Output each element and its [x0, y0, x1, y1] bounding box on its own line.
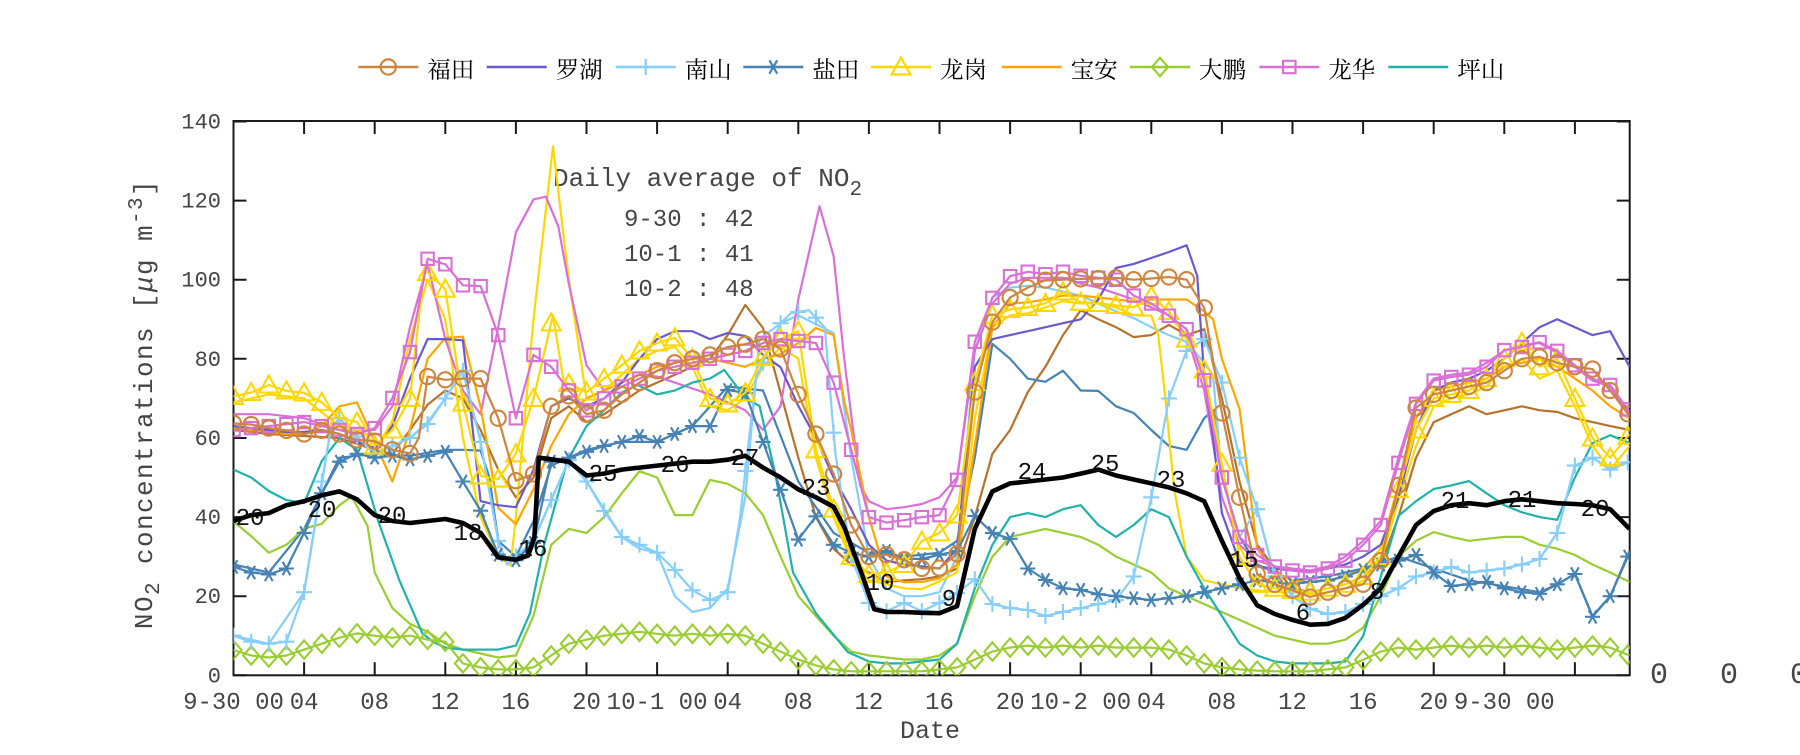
svg-text:60: 60	[195, 427, 221, 452]
svg-text:NO2 concentrations [μg m-3]: NO2 concentrations [μg m-3]	[126, 179, 166, 629]
svg-text:9-30 : 42: 9-30 : 42	[624, 207, 754, 234]
svg-text:20: 20	[236, 506, 265, 533]
svg-text:18: 18	[454, 521, 483, 548]
svg-text:16: 16	[925, 690, 954, 717]
svg-text:20: 20	[378, 504, 407, 531]
svg-text:120: 120	[181, 190, 221, 215]
svg-text:10-2 : 48: 10-2 : 48	[624, 277, 754, 304]
svg-text:6: 6	[1296, 601, 1310, 628]
svg-text:0: 0	[1790, 659, 1800, 693]
svg-text:25: 25	[589, 462, 618, 489]
svg-text:12: 12	[1278, 690, 1307, 717]
svg-text:08: 08	[1207, 690, 1236, 717]
svg-text:20: 20	[195, 585, 221, 610]
svg-text:9: 9	[942, 587, 956, 614]
svg-text:20: 20	[308, 498, 337, 525]
svg-text:20: 20	[996, 690, 1025, 717]
svg-text:15: 15	[1230, 548, 1259, 575]
svg-text:100: 100	[181, 269, 221, 294]
svg-text:23: 23	[1157, 468, 1186, 495]
svg-text:08: 08	[360, 690, 389, 717]
svg-text:04: 04	[713, 690, 742, 717]
svg-text:0: 0	[1650, 659, 1668, 693]
svg-text:12: 12	[431, 690, 460, 717]
svg-text:Date: Date	[900, 717, 960, 746]
svg-text:10-1 00: 10-1 00	[607, 690, 708, 717]
svg-text:23: 23	[802, 476, 831, 503]
svg-text:0: 0	[208, 664, 221, 689]
svg-text:25: 25	[1091, 452, 1120, 479]
svg-text:08: 08	[784, 690, 813, 717]
svg-text:04: 04	[290, 690, 319, 717]
svg-text:16: 16	[1349, 690, 1378, 717]
svg-text:20: 20	[1581, 497, 1610, 524]
svg-text:27: 27	[731, 446, 760, 473]
svg-text:12: 12	[854, 690, 883, 717]
svg-text:0: 0	[1720, 659, 1738, 693]
svg-text:9-30 00: 9-30 00	[1454, 690, 1555, 717]
svg-text:21: 21	[1441, 489, 1470, 516]
svg-text:8: 8	[1370, 580, 1384, 607]
svg-text:140: 140	[181, 111, 221, 136]
svg-text:16: 16	[501, 690, 530, 717]
svg-text:10: 10	[866, 571, 895, 598]
svg-text:20: 20	[572, 690, 601, 717]
svg-text:10-1 : 41: 10-1 : 41	[624, 242, 754, 269]
svg-text:80: 80	[195, 348, 221, 373]
svg-text:21: 21	[1508, 488, 1537, 515]
svg-text:9-30 00: 9-30 00	[183, 690, 284, 717]
svg-text:16: 16	[519, 537, 548, 564]
svg-text:04: 04	[1137, 690, 1166, 717]
svg-text:26: 26	[661, 453, 690, 480]
svg-text:24: 24	[1018, 460, 1047, 487]
svg-text:20: 20	[1419, 690, 1448, 717]
svg-text:40: 40	[195, 506, 221, 531]
svg-text:10-2 00: 10-2 00	[1030, 690, 1131, 717]
